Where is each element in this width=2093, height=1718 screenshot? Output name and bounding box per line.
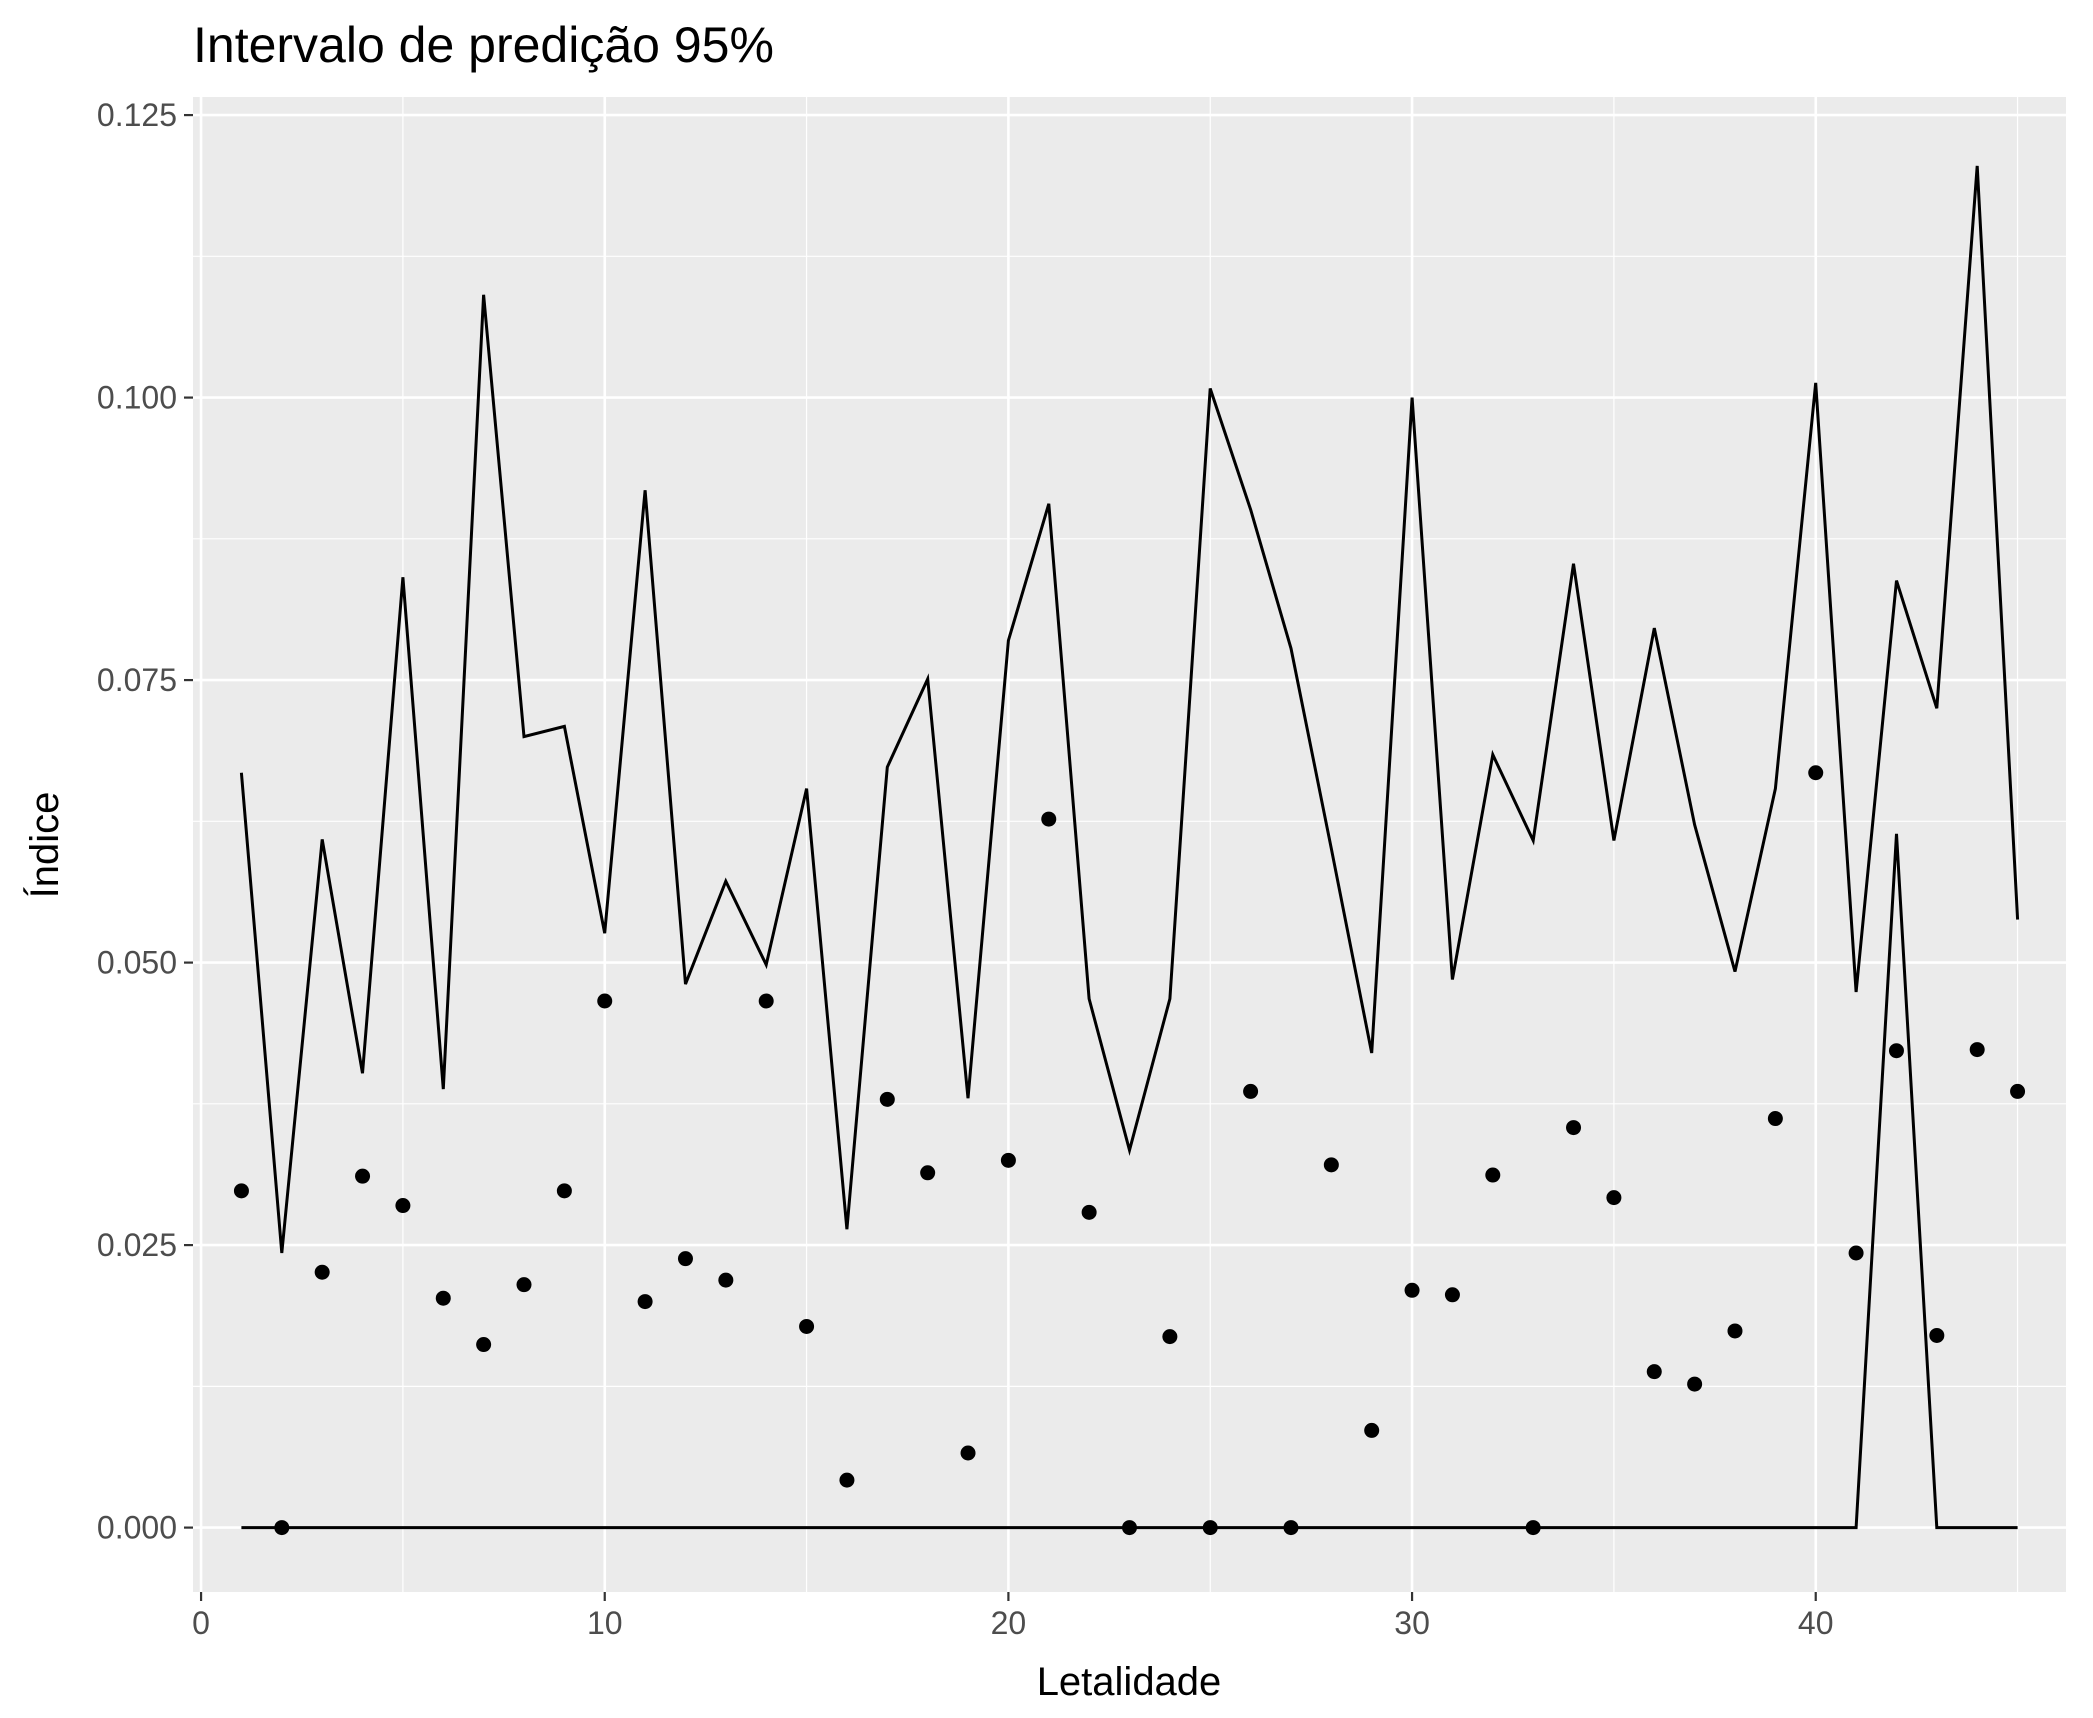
y-tick-label: 0.075 xyxy=(97,662,177,698)
data-point xyxy=(799,1318,815,1334)
data-point xyxy=(1687,1376,1703,1392)
y-tick-label: 0.100 xyxy=(97,380,177,416)
grid-major xyxy=(193,97,2066,1592)
data-point xyxy=(556,1183,572,1199)
data-point xyxy=(677,1251,693,1267)
series-layer xyxy=(233,165,2026,1536)
y-tick-label: 0.050 xyxy=(97,945,177,981)
data-point xyxy=(516,1277,532,1293)
x-tick-label: 30 xyxy=(1394,1605,1430,1641)
data-point xyxy=(314,1264,330,1280)
data-point xyxy=(1364,1422,1380,1438)
y-tick-label: 0.025 xyxy=(97,1227,177,1263)
data-point xyxy=(1000,1152,1016,1168)
data-point xyxy=(1202,1520,1218,1536)
data-point xyxy=(1041,811,1057,827)
y-tick-label: 0.125 xyxy=(97,97,177,133)
data-point xyxy=(1243,1083,1259,1099)
data-point xyxy=(1566,1120,1582,1136)
data-point xyxy=(1525,1520,1541,1536)
data-point xyxy=(1404,1282,1420,1298)
data-point xyxy=(274,1520,290,1536)
data-point xyxy=(839,1472,855,1488)
data-point xyxy=(1283,1520,1299,1536)
data-point xyxy=(1727,1323,1743,1339)
x-tick-label: 40 xyxy=(1798,1605,1834,1641)
grid-minor xyxy=(193,97,2066,1592)
data-point xyxy=(435,1290,451,1306)
data-point xyxy=(476,1337,492,1353)
upper-bound-line xyxy=(239,165,2020,1254)
data-point xyxy=(1081,1204,1097,1220)
data-point xyxy=(1646,1364,1662,1380)
data-point xyxy=(637,1294,653,1310)
data-point xyxy=(2010,1083,2026,1099)
data-point xyxy=(233,1183,249,1199)
x-axis: 0 10 20 30 40 xyxy=(192,1592,1834,1641)
y-tick-label: 0.000 xyxy=(97,1510,177,1546)
data-point xyxy=(1323,1157,1339,1173)
data-point xyxy=(1122,1520,1137,1536)
data-point xyxy=(1969,1042,1985,1058)
data-point xyxy=(1485,1167,1501,1183)
x-tick-label: 0 xyxy=(192,1605,210,1641)
data-point xyxy=(1162,1329,1178,1345)
y-axis-title: Índice xyxy=(22,792,67,899)
x-axis-title: Letalidade xyxy=(1037,1660,1222,1704)
data-point xyxy=(920,1165,936,1181)
data-point xyxy=(395,1198,411,1214)
data-point xyxy=(758,993,774,1009)
x-tick-label: 10 xyxy=(587,1605,623,1641)
data-point xyxy=(1929,1327,1945,1343)
chart-title: Intervalo de predição 95% xyxy=(193,17,774,73)
plot-panel xyxy=(193,97,2066,1592)
data-point xyxy=(1606,1190,1622,1206)
data-point xyxy=(1808,765,1824,781)
data-point xyxy=(1767,1111,1783,1127)
data-point xyxy=(1848,1245,1864,1261)
data-point xyxy=(597,993,613,1009)
data-point xyxy=(718,1272,734,1288)
data-point xyxy=(355,1168,371,1184)
x-tick-label: 20 xyxy=(991,1605,1027,1641)
data-point xyxy=(879,1091,895,1107)
data-point xyxy=(960,1445,976,1461)
y-axis: 0.000 0.025 0.050 0.075 0.100 0.125 xyxy=(97,97,193,1546)
data-point xyxy=(1888,1043,1904,1059)
data-point xyxy=(1444,1287,1460,1303)
